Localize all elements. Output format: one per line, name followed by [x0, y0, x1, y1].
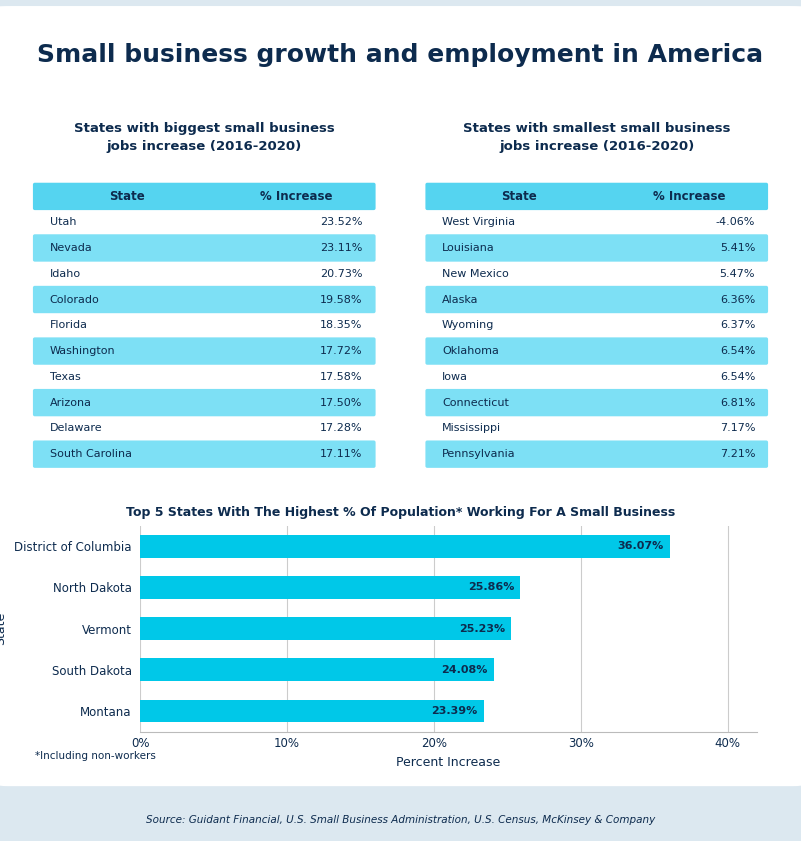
- Text: 24.08%: 24.08%: [441, 665, 488, 674]
- Text: 6.81%: 6.81%: [720, 398, 755, 408]
- Text: 6.54%: 6.54%: [720, 372, 755, 382]
- FancyBboxPatch shape: [425, 286, 768, 313]
- FancyBboxPatch shape: [425, 389, 768, 416]
- Text: Small business growth and employment in America: Small business growth and employment in …: [38, 43, 763, 66]
- Text: Colorado: Colorado: [50, 294, 99, 304]
- Text: 5.47%: 5.47%: [719, 269, 755, 278]
- Bar: [140, 617, 511, 640]
- Text: 17.58%: 17.58%: [320, 372, 363, 382]
- Text: 6.36%: 6.36%: [720, 294, 755, 304]
- Text: States with biggest small business
jobs increase (2016-2020): States with biggest small business jobs …: [74, 122, 335, 153]
- Text: Idaho: Idaho: [50, 269, 81, 278]
- Text: Top 5 States With The Highest % Of Population* Working For A Small Business: Top 5 States With The Highest % Of Popul…: [126, 506, 675, 519]
- Text: Florida: Florida: [50, 320, 87, 331]
- Text: 6.54%: 6.54%: [720, 346, 755, 356]
- Text: 6.37%: 6.37%: [720, 320, 755, 331]
- Text: 23.39%: 23.39%: [432, 706, 477, 716]
- Text: New Mexico: New Mexico: [442, 269, 509, 278]
- Text: Nevada: Nevada: [50, 243, 92, 253]
- Text: Delaware: Delaware: [50, 423, 102, 433]
- Bar: [140, 576, 520, 599]
- Text: 18.35%: 18.35%: [320, 320, 363, 331]
- Text: -4.06%: -4.06%: [716, 217, 755, 227]
- Text: 23.52%: 23.52%: [320, 217, 363, 227]
- FancyBboxPatch shape: [0, 87, 411, 497]
- Text: 20.73%: 20.73%: [320, 269, 363, 278]
- FancyBboxPatch shape: [33, 441, 376, 468]
- Text: 7.21%: 7.21%: [719, 449, 755, 459]
- Text: Connecticut: Connecticut: [442, 398, 509, 408]
- Text: Utah: Utah: [50, 217, 76, 227]
- Text: State: State: [109, 190, 145, 203]
- Text: Mississippi: Mississippi: [442, 423, 501, 433]
- Text: *Including non-workers: *Including non-workers: [35, 751, 156, 761]
- Text: States with smallest small business
jobs increase (2016-2020): States with smallest small business jobs…: [463, 122, 731, 153]
- Text: 5.41%: 5.41%: [720, 243, 755, 253]
- Text: 23.11%: 23.11%: [320, 243, 363, 253]
- Y-axis label: State: State: [0, 612, 7, 645]
- Text: 17.72%: 17.72%: [320, 346, 363, 356]
- Bar: [140, 659, 493, 681]
- Text: 7.17%: 7.17%: [719, 423, 755, 433]
- Text: Louisiana: Louisiana: [442, 243, 495, 253]
- Text: Oklahoma: Oklahoma: [442, 346, 499, 356]
- FancyBboxPatch shape: [33, 389, 376, 416]
- FancyBboxPatch shape: [425, 182, 768, 210]
- FancyBboxPatch shape: [33, 286, 376, 313]
- FancyBboxPatch shape: [33, 235, 376, 262]
- Text: South Carolina: South Carolina: [50, 449, 131, 459]
- FancyBboxPatch shape: [425, 337, 768, 365]
- Text: Pennsylvania: Pennsylvania: [442, 449, 516, 459]
- FancyBboxPatch shape: [390, 87, 801, 497]
- Bar: [140, 535, 670, 558]
- FancyBboxPatch shape: [425, 441, 768, 468]
- Text: Iowa: Iowa: [442, 372, 468, 382]
- Text: Texas: Texas: [50, 372, 80, 382]
- Bar: [140, 700, 484, 722]
- Text: % Increase: % Increase: [260, 190, 332, 203]
- Text: 17.50%: 17.50%: [320, 398, 363, 408]
- Text: 25.86%: 25.86%: [468, 583, 514, 592]
- FancyBboxPatch shape: [33, 182, 376, 210]
- Text: State: State: [501, 190, 537, 203]
- FancyBboxPatch shape: [33, 337, 376, 365]
- Text: Alaska: Alaska: [442, 294, 478, 304]
- Text: Washington: Washington: [50, 346, 115, 356]
- Text: Wyoming: Wyoming: [442, 320, 494, 331]
- FancyBboxPatch shape: [425, 235, 768, 262]
- FancyBboxPatch shape: [0, 6, 801, 103]
- Text: % Increase: % Increase: [653, 190, 725, 203]
- Text: West Virginia: West Virginia: [442, 217, 515, 227]
- Text: 36.07%: 36.07%: [618, 542, 664, 552]
- Text: 19.58%: 19.58%: [320, 294, 363, 304]
- X-axis label: Percent Increase: Percent Increase: [396, 756, 501, 770]
- Text: 17.11%: 17.11%: [320, 449, 363, 459]
- Text: Arizona: Arizona: [50, 398, 91, 408]
- Text: Source: Guidant Financial, U.S. Small Business Administration, U.S. Census, McKi: Source: Guidant Financial, U.S. Small Bu…: [146, 815, 655, 825]
- Text: 25.23%: 25.23%: [459, 624, 505, 633]
- FancyBboxPatch shape: [0, 475, 801, 786]
- Text: 17.28%: 17.28%: [320, 423, 363, 433]
